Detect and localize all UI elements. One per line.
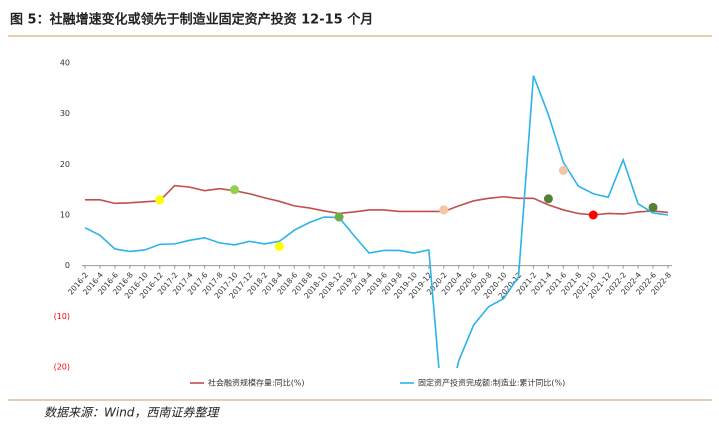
legend-label: 固定资产投资完成额:制造业:累计同比(%) [418, 378, 565, 388]
y-tick-label: (10) [54, 312, 70, 321]
highlight-dot [543, 194, 553, 204]
chart-title: 图 5：社融增速变化或领先于制造业固定资产投资 12-15 个月 [10, 12, 373, 28]
highlight-dot [648, 202, 658, 212]
highlight-dot [334, 212, 344, 222]
highlight-dot [439, 205, 449, 215]
plot-area [84, 75, 669, 368]
legend-label: 社会融资规模存量:同比(%) [208, 378, 305, 388]
highlight-dot [229, 185, 239, 195]
y-tick-label: 30 [60, 109, 70, 118]
series-line [84, 75, 669, 368]
highlight-dot [558, 165, 568, 175]
highlight-dot [155, 195, 165, 205]
y-tick-label: (20) [54, 363, 70, 372]
y-tick-label: 40 [60, 59, 70, 68]
highlight-dot [274, 241, 284, 251]
highlight-dot [588, 210, 598, 220]
y-tick-label: 10 [60, 211, 70, 220]
y-tick-label: 0 [65, 261, 70, 270]
y-tick-label: 20 [60, 160, 70, 169]
source: 数据来源：Wind，西南证券整理 [44, 406, 220, 420]
series-line [85, 184, 669, 216]
